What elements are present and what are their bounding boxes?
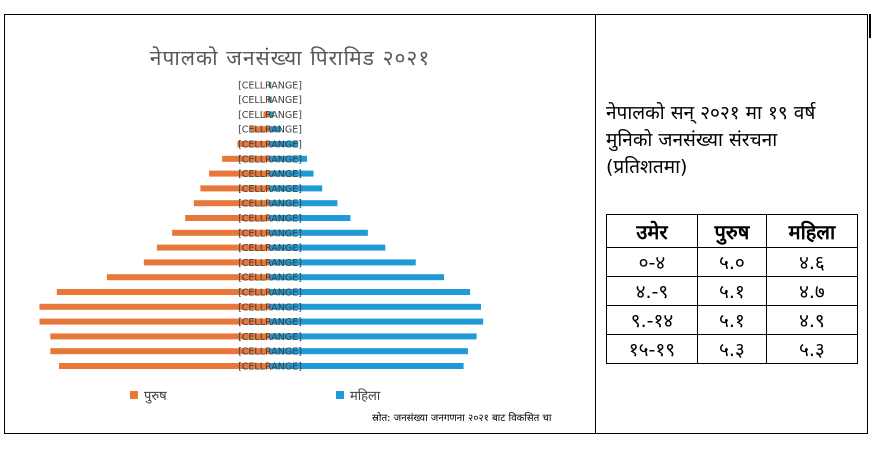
legend-male-label: पुरुष <box>144 389 167 404</box>
header-female: महिला <box>765 214 859 248</box>
bar-female <box>270 81 272 88</box>
table-header-row: उमेर पुरुष महिला <box>606 214 859 248</box>
bar-female <box>270 126 281 133</box>
table-heading-line: (प्रतिशतमा) <box>606 156 688 178</box>
bar-male <box>237 141 270 147</box>
legend-male-swatch <box>130 391 138 399</box>
table-row: ०-४ ५.० ४.६ <box>606 247 859 277</box>
cell-female: ५.३ <box>765 334 859 364</box>
bar-female <box>270 185 323 192</box>
data-label: [CELLRANGE] <box>238 347 302 358</box>
bar-male <box>263 111 270 118</box>
data-label: [CELLRANGE] <box>238 80 302 91</box>
legend-female-label: महिला <box>350 389 381 404</box>
bar-female <box>270 141 299 147</box>
cell-female: ४.७ <box>765 276 859 306</box>
edge-mark <box>869 14 871 38</box>
cell-age: ९.-१४ <box>606 305 698 335</box>
data-label: [CELLRANGE] <box>238 273 302 284</box>
bar-female <box>270 244 386 251</box>
data-label: [CELLRANGE] <box>238 110 302 121</box>
data-label: [CELLRANGE] <box>238 199 302 210</box>
source-note: स्रोत: जनसंख्या जनगणना २०२१ बाट विकसित च… <box>372 413 552 424</box>
cell-female: ४.९ <box>765 305 859 335</box>
bar-female <box>270 170 314 177</box>
bar-female <box>270 229 368 236</box>
cell-male: ५.३ <box>696 334 767 364</box>
cell-age: ४.-९ <box>606 276 698 306</box>
bar-male <box>156 244 270 251</box>
bar-male <box>267 96 270 103</box>
data-label: [CELLRANGE] <box>238 184 302 195</box>
header-age: उमेर <box>606 214 698 248</box>
bar-male <box>39 303 271 310</box>
bar-male <box>56 289 270 295</box>
data-label: [CELLRANGE] <box>238 140 302 151</box>
cell-male: ५.० <box>696 247 767 277</box>
bar-male <box>59 363 271 369</box>
bar-female <box>270 303 481 310</box>
bar-female <box>270 155 307 162</box>
cell-male: ५.१ <box>696 305 767 335</box>
table-row: १५-१९ ५.३ ५.३ <box>606 334 859 364</box>
figure-frame <box>4 14 868 434</box>
bar-male <box>268 81 270 88</box>
population-table: उमेर पुरुष महिला ०-४ ५.० ४.६ ४.-९ ५.१ ४.… <box>606 214 859 364</box>
legend-male: पुरुष <box>130 386 167 404</box>
data-label: [CELLRANGE] <box>238 125 302 136</box>
cell-male: ५.१ <box>696 276 767 306</box>
bar-male <box>50 333 271 340</box>
chart-title: नेपालको जनसंख्या पिरामिड २०२१ <box>149 46 431 70</box>
bar-female <box>270 215 351 221</box>
data-label: [CELLRANGE] <box>238 243 302 254</box>
data-label: [CELLRANGE] <box>238 214 302 225</box>
data-label: [CELLRANGE] <box>238 169 302 180</box>
data-label: [CELLRANGE] <box>238 362 302 373</box>
bar-female <box>270 96 272 103</box>
cell-age: ०-४ <box>606 247 698 277</box>
bar-male <box>193 200 270 207</box>
bar-female <box>270 348 468 355</box>
data-label: [CELLRANGE] <box>238 302 302 313</box>
bar-female <box>270 259 416 266</box>
bar-male <box>250 126 270 133</box>
cell-age: १५-१९ <box>606 334 698 364</box>
data-label: [CELLRANGE] <box>238 258 302 269</box>
bar-female <box>270 333 477 340</box>
header-male: पुरुष <box>696 214 767 248</box>
data-label: [CELLRANGE] <box>238 95 302 106</box>
bar-female <box>270 200 338 207</box>
table-heading: नेपालको सन् २०२१ मा १९ वर्ष मुनिको जनसंख… <box>606 100 858 181</box>
data-label: [CELLRANGE] <box>238 332 302 343</box>
bar-female <box>270 318 484 325</box>
panel-divider <box>595 14 596 434</box>
data-label: [CELLRANGE] <box>238 288 302 299</box>
bar-male <box>106 274 270 281</box>
bar-male <box>143 259 270 266</box>
cell-female: ४.६ <box>765 247 859 277</box>
bar-male <box>39 318 271 325</box>
table-heading-line: नेपालको सन् २०२१ मा १९ वर्ष <box>606 102 816 124</box>
bar-male <box>222 155 270 162</box>
legend-female: महिला <box>336 386 380 404</box>
table-heading-line: मुनिको जनसंख्या संरचना <box>606 129 778 151</box>
bar-female <box>270 274 444 281</box>
data-label: [CELLRANGE] <box>238 154 302 165</box>
bar-male <box>50 348 271 355</box>
bar-female <box>270 289 471 295</box>
bar-male <box>200 185 270 192</box>
table-row: ९.-१४ ५.१ ४.९ <box>606 305 859 335</box>
bar-male <box>209 170 270 177</box>
data-label: [CELLRANGE] <box>238 317 302 328</box>
data-label: [CELLRANGE] <box>238 228 302 239</box>
table-row: ४.-९ ५.१ ४.७ <box>606 276 859 306</box>
legend-female-swatch <box>336 391 344 399</box>
population-pyramid-chart: [CELLRANGE] [CELLRANGE] [CELLRANGE] [CELLRA… <box>39 80 484 373</box>
bar-male <box>172 229 270 236</box>
bar-male <box>185 215 270 221</box>
bar-female <box>270 111 274 118</box>
bar-female <box>270 363 464 369</box>
